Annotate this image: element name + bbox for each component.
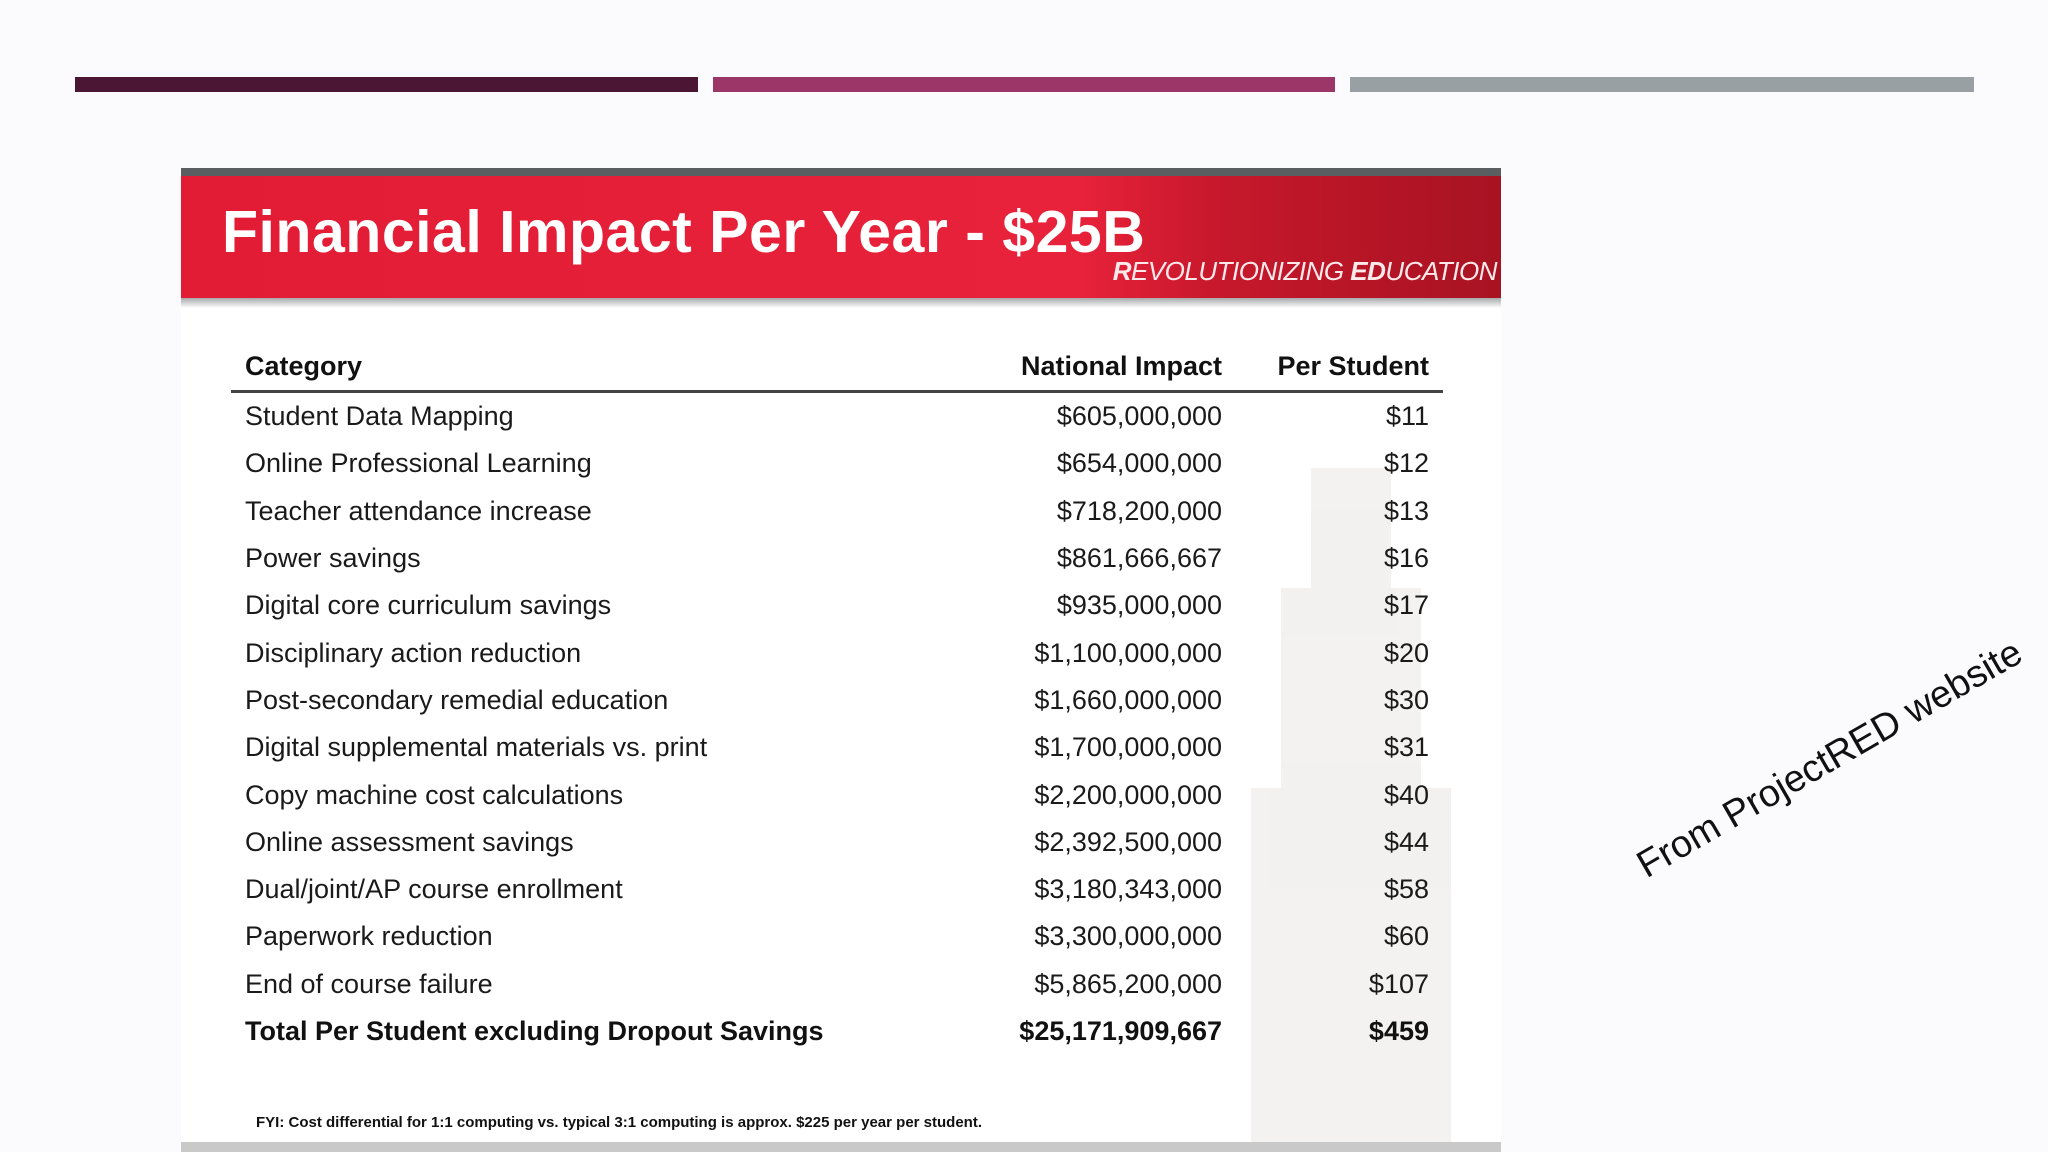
row-national-impact: $3,180,343,000 [1034, 874, 1222, 905]
table-row: Copy machine cost calculations $2,200,000… [231, 771, 1443, 818]
row-per-student: $17 [1383, 590, 1429, 621]
row-per-student: $13 [1383, 495, 1429, 526]
row-national-impact: $935,000,000 [1056, 590, 1222, 621]
row-category: Post-secondary remedial education [245, 684, 669, 715]
row-national-impact: $1,700,000,000 [1034, 732, 1222, 763]
header-category: Category [231, 351, 971, 393]
table-row: Teacher attendance increase $718,200,000 $… [231, 488, 1443, 535]
image-header-banner: Financial Impact Per Year - $25B REVOLUT… [181, 168, 1501, 298]
row-national-impact: $5,865,200,000 [1034, 968, 1222, 999]
table-row: Paperwork reduction $3,300,000,000 $60 [231, 913, 1443, 960]
accent-bar-dark [75, 77, 698, 92]
table-row: Digital core curriculum savings $935,000,… [231, 582, 1443, 629]
row-category: Power savings [245, 543, 421, 574]
row-national-impact: $2,392,500,000 [1034, 826, 1222, 857]
bottom-strip [181, 1142, 1501, 1152]
table-row: Power savings $861,666,667 $16 [231, 535, 1443, 582]
row-national-impact: $605,000,000 [1056, 401, 1222, 432]
row-national-impact: $3,300,000,000 [1034, 921, 1222, 952]
row-per-student: $12 [1383, 448, 1429, 479]
table-row: Online assessment savings $2,392,500,000 $… [231, 819, 1443, 866]
table-total-row: Total Per Student excluding Dropout Savi… [231, 1008, 1443, 1055]
accent-bar-magenta [713, 77, 1335, 92]
source-caption: From ProjectRED website [1630, 631, 2030, 887]
row-national-impact: $1,100,000,000 [1034, 637, 1222, 668]
row-national-impact: $25,171,909,667 [1019, 1016, 1222, 1046]
table-header-row: Category National Impact Per Student [231, 351, 1443, 393]
row-category: Teacher attendance increase [245, 495, 592, 526]
table-row: Disciplinary action reduction $1,100,000,… [231, 629, 1443, 676]
header-shadow [181, 298, 1501, 308]
row-category: End of course failure [245, 968, 493, 999]
building-watermark [1251, 468, 1451, 1152]
row-per-student: $16 [1383, 543, 1429, 574]
table-row: Post-secondary remedial education $1,660,… [231, 677, 1443, 724]
table-row: Student Data Mapping $605,000,000 $11 [231, 392, 1443, 441]
row-national-impact: $861,666,667 [1056, 543, 1222, 574]
row-national-impact: $1,660,000,000 [1034, 684, 1222, 715]
row-category: Total Per Student excluding Dropout Savi… [245, 1016, 824, 1046]
row-category: Digital supplemental materials vs. print [245, 732, 708, 763]
row-per-student: $58 [1383, 874, 1429, 905]
row-category: Online assessment savings [245, 826, 574, 857]
row-per-student: $44 [1383, 826, 1429, 857]
row-per-student: $20 [1383, 637, 1429, 668]
row-category: Online Professional Learning [245, 448, 592, 479]
accent-bar-gray [1350, 77, 1974, 92]
brand-tagline: REVOLUTIONIZING EDUCATION [1112, 256, 1498, 286]
table-row: Digital supplemental materials vs. print… [231, 724, 1443, 771]
financial-impact-table: Category National Impact Per Student Stu… [231, 351, 1443, 1055]
row-category: Dual/joint/AP course enrollment [245, 874, 623, 905]
row-per-student: $30 [1383, 684, 1429, 715]
row-per-student: $60 [1383, 921, 1429, 952]
row-national-impact: $2,200,000,000 [1034, 779, 1222, 810]
fyi-footnote: FYI: Cost differential for 1:1 computing… [256, 1114, 982, 1131]
row-per-student: $11 [1385, 401, 1429, 432]
row-per-student: $459 [1368, 1016, 1429, 1046]
row-per-student: $40 [1383, 779, 1429, 810]
row-per-student: $107 [1368, 968, 1429, 999]
table-row: End of course failure $5,865,200,000 $107 [231, 961, 1443, 1008]
row-category: Disciplinary action reduction [245, 637, 582, 668]
row-category: Paperwork reduction [245, 921, 493, 952]
table-row: Online Professional Learning $654,000,000… [231, 440, 1443, 487]
row-national-impact: $654,000,000 [1056, 448, 1222, 479]
header-national-impact: National Impact [971, 351, 1236, 393]
row-per-student: $31 [1383, 732, 1429, 763]
row-category: Student Data Mapping [245, 401, 514, 432]
row-category: Copy machine cost calculations [245, 779, 624, 810]
image-title: Financial Impact Per Year - $25B [222, 199, 1146, 265]
header-per-student: Per Student [1236, 351, 1443, 393]
table-row: Dual/joint/AP course enrollment $3,180,34… [231, 866, 1443, 913]
row-national-impact: $718,200,000 [1056, 495, 1222, 526]
financial-impact-image: Financial Impact Per Year - $25B REVOLUT… [181, 168, 1501, 1152]
row-category: Digital core curriculum savings [245, 590, 612, 621]
